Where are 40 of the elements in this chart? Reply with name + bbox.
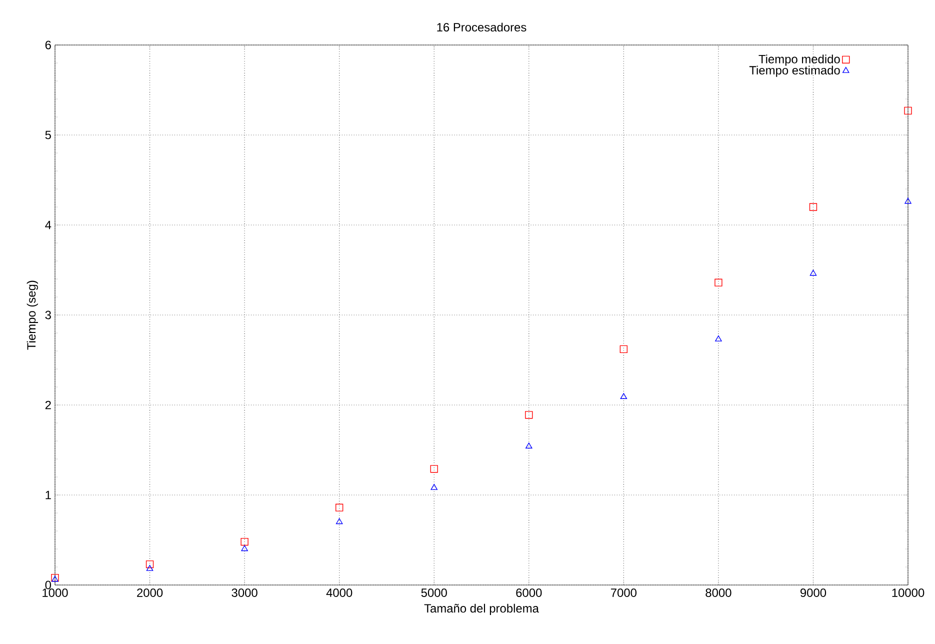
y-tick-label: 2	[45, 400, 51, 410]
point	[430, 484, 438, 490]
point	[620, 345, 628, 354]
point	[240, 538, 248, 546]
point	[809, 203, 818, 211]
point	[620, 393, 628, 399]
y-tick-label: 6	[45, 40, 51, 50]
point	[336, 504, 344, 512]
point	[904, 198, 912, 204]
legend-label: Tiempo medido	[758, 54, 840, 66]
x-tick-label: 5000	[421, 588, 447, 597]
y-tick-label: 5	[45, 130, 51, 140]
point	[430, 465, 438, 473]
point	[904, 106, 912, 115]
point	[241, 545, 248, 552]
point	[810, 270, 817, 276]
x-tick-label: 8000	[706, 588, 732, 597]
x-tick-label: 3000	[232, 588, 258, 597]
x-axis-title: Tamaño del problema	[424, 604, 539, 615]
y-tick-label: 0	[45, 580, 52, 590]
x-tick-label: 9000	[800, 588, 826, 597]
y-tick-label: 1	[46, 490, 51, 500]
point	[526, 442, 532, 448]
y-axis-title: Tiempo (seg)	[26, 280, 38, 350]
point	[336, 518, 343, 524]
chart-title: 16 Procesadores	[437, 22, 526, 32]
point	[525, 411, 533, 419]
x-tick-label: 1000	[42, 588, 68, 597]
point	[146, 564, 154, 571]
legend-label: Tiempo estimado	[749, 66, 840, 77]
x-tick-label: 4000	[326, 588, 352, 597]
y-tick-label: 3	[45, 310, 51, 320]
x-tick-label: 6000	[516, 588, 542, 597]
x-tick-label: 10000	[892, 588, 924, 597]
x-tick-label: 2000	[137, 588, 163, 597]
x-tick-label: 7000	[610, 588, 636, 597]
point	[146, 560, 154, 568]
point	[715, 335, 722, 342]
point	[714, 278, 722, 286]
y-tick-label: 4	[45, 220, 52, 230]
